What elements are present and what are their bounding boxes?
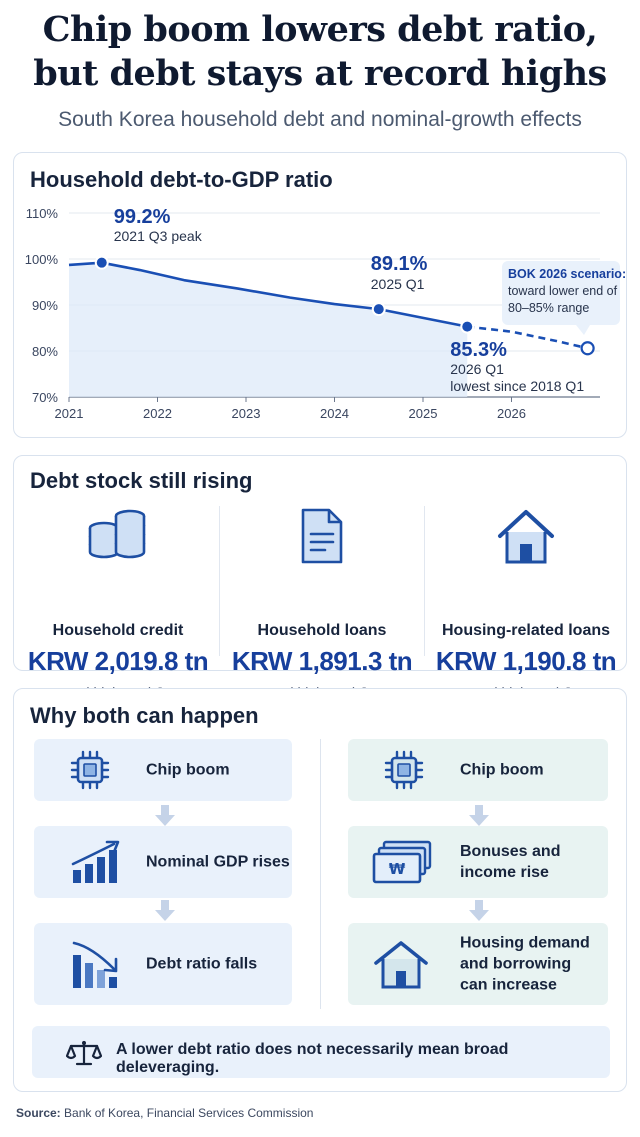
y-tick-label: 110% <box>26 206 59 221</box>
falling-bars-icon <box>72 941 118 988</box>
left-step-chip-boom: Chip boom <box>34 739 292 801</box>
document-icon <box>301 508 343 564</box>
source-text: Bank of Korea, Financial Services Commis… <box>64 1106 314 1120</box>
why-title: Why both can happen <box>30 703 259 728</box>
y-tick-label: 70% <box>32 390 58 405</box>
data-point <box>371 302 386 317</box>
stat-housing-loans: Housing-related loans KRW 1,190.8 tn rec… <box>424 506 628 700</box>
x-tick-label: 2025 <box>409 406 438 421</box>
rising-bars-icon <box>71 840 120 883</box>
y-tick-label: 90% <box>32 298 58 313</box>
data-label-value: 89.1% <box>371 253 428 275</box>
data-point <box>460 319 475 334</box>
stat-separator <box>424 506 425 656</box>
why-panel: Why both can happen Chip boom Nominal <box>13 688 627 1092</box>
step-text-line: can increase <box>460 976 557 994</box>
stat-household-loans: Household loans KRW 1,891.3 tn record hi… <box>220 506 424 700</box>
ratio-chart-title: Household debt-to-GDP ratio <box>30 167 333 192</box>
data-label-value: 85.3% <box>450 339 507 361</box>
x-tick-label: 2024 <box>320 406 349 421</box>
scales-icon <box>66 1040 102 1066</box>
step-text-line: and borrowing <box>460 955 572 973</box>
step-text-line: Bonuses and <box>460 843 561 860</box>
data-point <box>94 255 109 270</box>
left-step-gdp-rises: Nominal GDP rises <box>34 826 292 898</box>
debt-stock-title: Debt stock still rising <box>30 468 253 493</box>
x-tick-label: 2021 <box>55 406 84 421</box>
stat-label: Household credit <box>52 622 184 639</box>
arrow-down-icon <box>469 805 489 826</box>
stat-label: Housing-related loans <box>441 622 611 639</box>
stat-separator <box>219 506 220 656</box>
step-text: Chip boom <box>146 761 230 779</box>
debt-stock-panel: Debt stock still rising Household credit… <box>13 455 628 700</box>
right-step-housing-demand: Housing demand and borrowing can increas… <box>348 923 608 1005</box>
house-icon <box>498 510 554 564</box>
step-text: Debt ratio falls <box>146 955 258 973</box>
left-step-ratio-falls: Debt ratio falls <box>34 923 292 1005</box>
data-label-text: 2021 Q3 peak <box>114 228 203 244</box>
data-label-value: 99.2% <box>114 206 171 228</box>
source-line: Source: Bank of Korea, Financial Service… <box>16 1106 313 1120</box>
column-divider <box>320 739 321 1009</box>
arrow-down-icon <box>155 805 175 826</box>
step-text-line: income rise <box>460 864 549 881</box>
scenario-endpoint <box>580 341 595 356</box>
note-text: A lower debt ratio does not necessarily … <box>116 1041 509 1076</box>
stat-value: KRW 1,891.3 tn <box>231 646 413 676</box>
page-subtitle: South Korea household debt and nominal-g… <box>58 108 582 131</box>
stat-value: KRW 2,019.8 tn <box>27 646 209 676</box>
right-step-bonuses: ₩ Bonuses and income rise <box>348 826 608 898</box>
step-text: Bonuses and income rise <box>460 841 560 883</box>
data-label-text: lowest since 2018 Q1 <box>450 378 584 394</box>
scenario-callout-box <box>502 261 620 325</box>
house-icon <box>374 941 428 989</box>
arrow-down-icon <box>155 900 175 921</box>
data-label-text: 2025 Q1 <box>371 276 425 292</box>
ratio-chart-panel: Household debt-to-GDP ratio 70% 80% 90% 100… <box>13 152 627 438</box>
title-line-1: Chip boom lowers debt ratio, <box>42 9 598 50</box>
step-text: Housing demand and borrowing can increas… <box>460 933 590 996</box>
step-text-line: Housing demand <box>460 934 590 952</box>
stat-label: Household loans <box>257 622 387 639</box>
step-text: Nominal GDP rises <box>146 853 290 871</box>
arrow-down-icon <box>469 900 489 921</box>
x-tick-label: 2022 <box>143 406 172 421</box>
coins-icon <box>88 509 146 559</box>
stat-household-credit: Household credit KRW 2,019.8 tn record h… <box>16 506 220 700</box>
step-text: Chip boom <box>460 761 544 779</box>
data-label-text: 2026 Q1 <box>450 361 504 377</box>
area-fill <box>69 262 468 397</box>
scenario-callout-pointer <box>576 325 590 335</box>
currency-symbol: ₩ <box>389 860 406 878</box>
y-tick-label: 100% <box>25 252 59 267</box>
scenario-callout-text: 80–85% range <box>508 301 589 315</box>
banknotes-icon: ₩ <box>372 840 432 884</box>
scenario-callout-title: BOK 2026 scenario: <box>508 267 626 281</box>
deleveraging-note: A lower debt ratio does not necessarily … <box>32 1026 610 1078</box>
y-tick-label: 80% <box>32 344 58 359</box>
debt-ratio-line-chart: 70% 80% 90% 100% 110% 2021 2022 2023 2024 2025 202… <box>25 206 626 421</box>
title-line-2: but debt stays at record highs <box>33 53 607 94</box>
right-step-chip-boom: Chip boom <box>348 739 608 801</box>
chip-icon <box>384 750 424 790</box>
scenario-callout-text: toward lower end of <box>508 284 618 298</box>
stat-value: KRW 1,190.8 tn <box>435 646 617 676</box>
page-title: Chip boom lowers debt ratio, but debt st… <box>0 8 640 96</box>
source-label: Source: <box>16 1106 61 1120</box>
x-tick-label: 2026 <box>497 406 526 421</box>
x-tick-label: 2023 <box>232 406 261 421</box>
chip-icon <box>70 750 110 790</box>
ratio-series-line <box>68 261 468 328</box>
